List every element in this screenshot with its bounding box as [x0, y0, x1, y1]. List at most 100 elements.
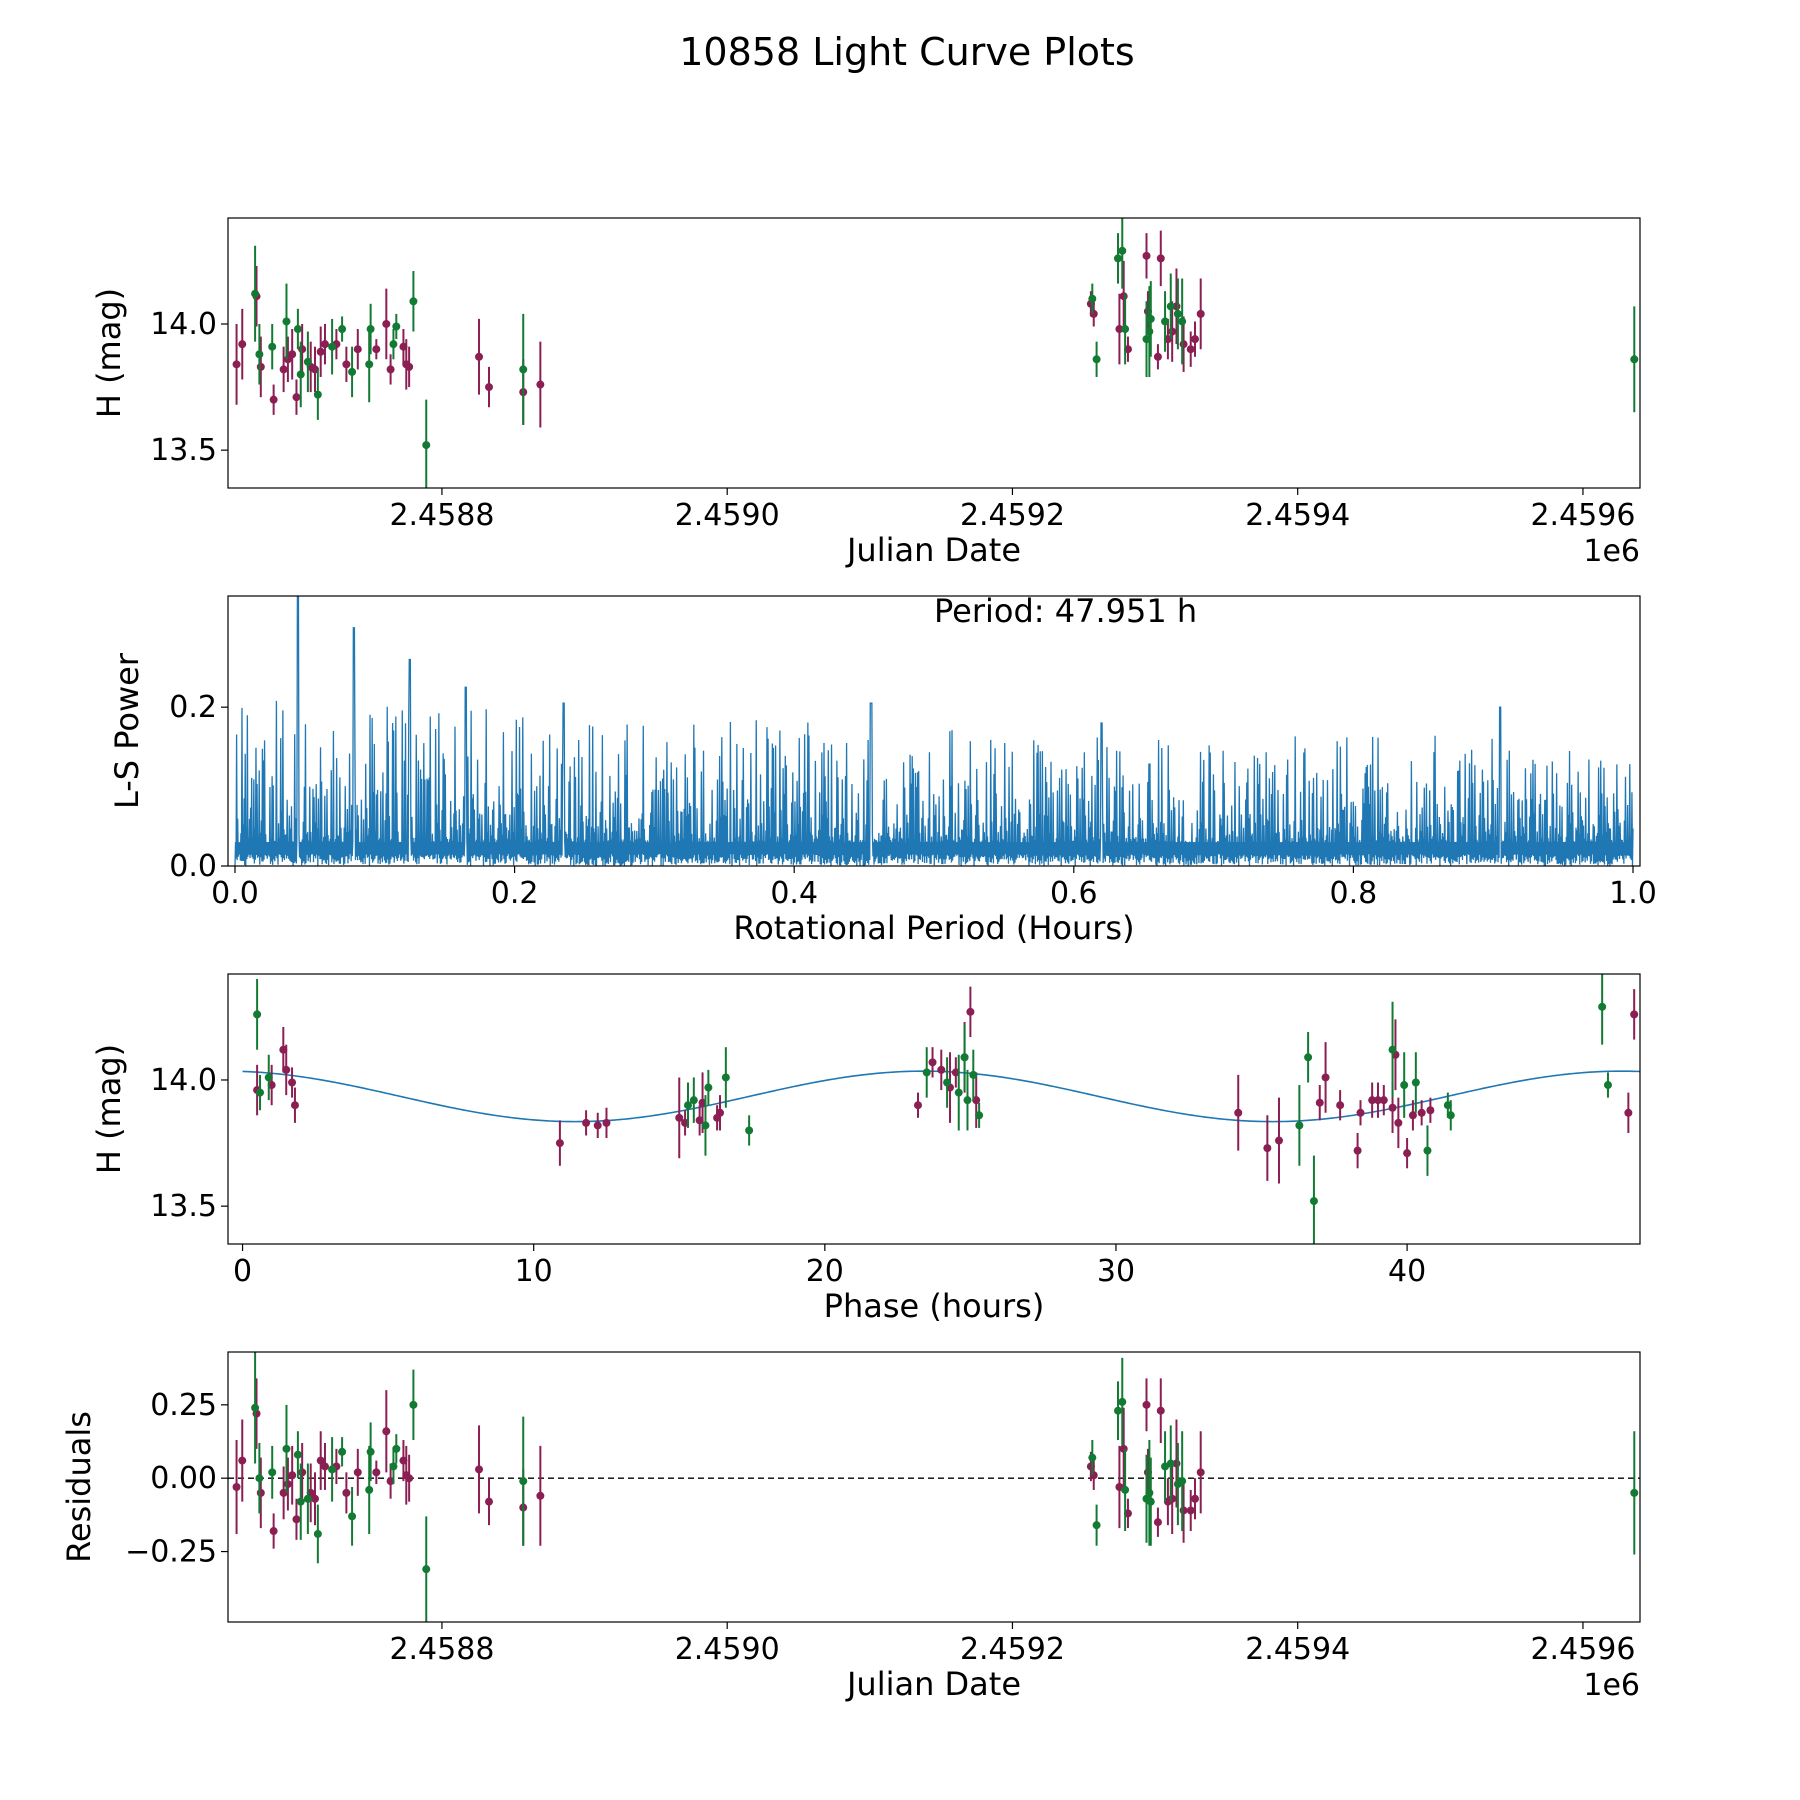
data-point — [338, 1447, 347, 1456]
data-point — [365, 1485, 374, 1494]
data-point — [1153, 352, 1162, 361]
plot-area — [228, 1352, 1640, 1622]
data-point — [409, 1400, 418, 1409]
axes-frame — [227, 595, 1641, 867]
y-tick-label: 14.0 — [150, 307, 217, 342]
data-point — [1186, 1506, 1195, 1515]
data-point — [293, 1450, 302, 1459]
x-tick-label: 0.0 — [211, 876, 259, 911]
plot-area — [234, 596, 1634, 866]
x-tick-label: 30 — [1097, 1254, 1135, 1289]
data-point — [389, 340, 398, 349]
data-point — [1309, 1197, 1318, 1206]
data-point — [1630, 1488, 1639, 1497]
data-point — [1173, 309, 1182, 318]
data-point — [256, 1088, 265, 1097]
data-point — [392, 1444, 401, 1453]
data-point — [913, 1101, 922, 1110]
data-point — [1417, 1108, 1426, 1117]
data-point — [954, 1088, 963, 1097]
figure-title: 10858 Light Curve Plots — [679, 30, 1134, 74]
data-point — [338, 325, 347, 334]
data-point — [1113, 254, 1122, 263]
panel-lightcurve: 2.4588 2.4590 2.4592 2.4594 2.4596 13.5 14.0 Ju… — [90, 217, 1641, 569]
data-point — [382, 319, 391, 328]
x-tick-label: 0.6 — [1050, 876, 1098, 911]
plot-area — [232, 218, 1639, 488]
data-point — [1379, 1096, 1388, 1105]
x-tick-label: 2.4592 — [960, 498, 1065, 533]
y-axis-label: L-S Power — [108, 652, 146, 809]
data-point — [1153, 1518, 1162, 1527]
data-point — [365, 360, 374, 369]
data-point — [382, 1427, 391, 1436]
x-tick-label: 40 — [1388, 1254, 1426, 1289]
data-point — [1168, 1494, 1177, 1503]
data-point — [683, 1101, 692, 1110]
x-tick-label: 0 — [233, 1254, 252, 1289]
data-point — [1263, 1144, 1272, 1153]
data-point — [255, 350, 264, 359]
data-point — [293, 325, 302, 334]
x-offset-label: 1e6 — [1583, 1668, 1640, 1703]
data-point — [1119, 292, 1128, 301]
data-point — [1304, 1053, 1313, 1062]
data-point — [268, 342, 277, 351]
data-point — [405, 1474, 414, 1483]
data-point — [288, 350, 297, 359]
axes-frame — [227, 217, 1641, 489]
data-point — [366, 1447, 375, 1456]
data-point — [966, 1007, 975, 1016]
x-axis-label: Rotational Period (Hours) — [733, 909, 1134, 947]
x-tick-label: 0.4 — [770, 876, 818, 911]
data-point — [1408, 1111, 1417, 1120]
data-point — [313, 390, 322, 399]
data-point — [282, 1065, 291, 1074]
y-tick-label: 0.25 — [150, 1388, 217, 1423]
data-point — [342, 1488, 351, 1497]
x-tick-label: 2.4588 — [389, 498, 494, 533]
data-point — [342, 360, 351, 369]
data-point — [475, 352, 484, 361]
data-point — [1368, 1096, 1377, 1105]
data-point — [1178, 1477, 1187, 1486]
y-tick-label: 0.00 — [150, 1461, 217, 1496]
data-point — [1400, 1081, 1409, 1090]
data-point — [422, 1565, 431, 1574]
data-point — [1388, 1045, 1397, 1054]
data-point — [1178, 317, 1187, 326]
data-point — [1142, 251, 1151, 260]
data-point — [238, 1456, 247, 1465]
data-point — [1315, 1098, 1324, 1107]
x-tick-label: 2.4596 — [1530, 1632, 1635, 1667]
data-point — [311, 1494, 320, 1503]
series-magenta — [253, 986, 1639, 1184]
x-axis-label: Julian Date — [845, 1665, 1021, 1703]
data-point — [269, 395, 278, 404]
data-point — [238, 340, 247, 349]
data-point — [372, 345, 381, 354]
data-point — [1166, 302, 1175, 311]
data-point — [1630, 1010, 1639, 1019]
data-point — [1121, 325, 1130, 334]
data-point — [292, 1515, 301, 1524]
data-point — [1113, 1406, 1122, 1415]
data-point — [937, 1065, 946, 1074]
data-point — [701, 1121, 710, 1130]
data-point — [1373, 1096, 1382, 1105]
x-tick-label: 2.4594 — [1245, 1632, 1350, 1667]
panel-phased: 0 10 20 30 40 13.5 14.0 Phase (hours) H (mag) — [90, 973, 1641, 1325]
data-point — [1234, 1108, 1243, 1117]
data-point — [251, 1403, 260, 1412]
data-point — [1191, 1494, 1200, 1503]
data-point — [422, 441, 431, 450]
data-point — [1598, 1002, 1607, 1011]
x-tick-label: 0.8 — [1330, 876, 1378, 911]
data-point — [290, 1101, 299, 1110]
data-point — [1156, 254, 1165, 263]
periodogram-line — [234, 596, 1634, 866]
data-point — [1403, 1149, 1412, 1158]
data-point — [555, 1139, 564, 1148]
x-tick-label: 10 — [515, 1254, 553, 1289]
